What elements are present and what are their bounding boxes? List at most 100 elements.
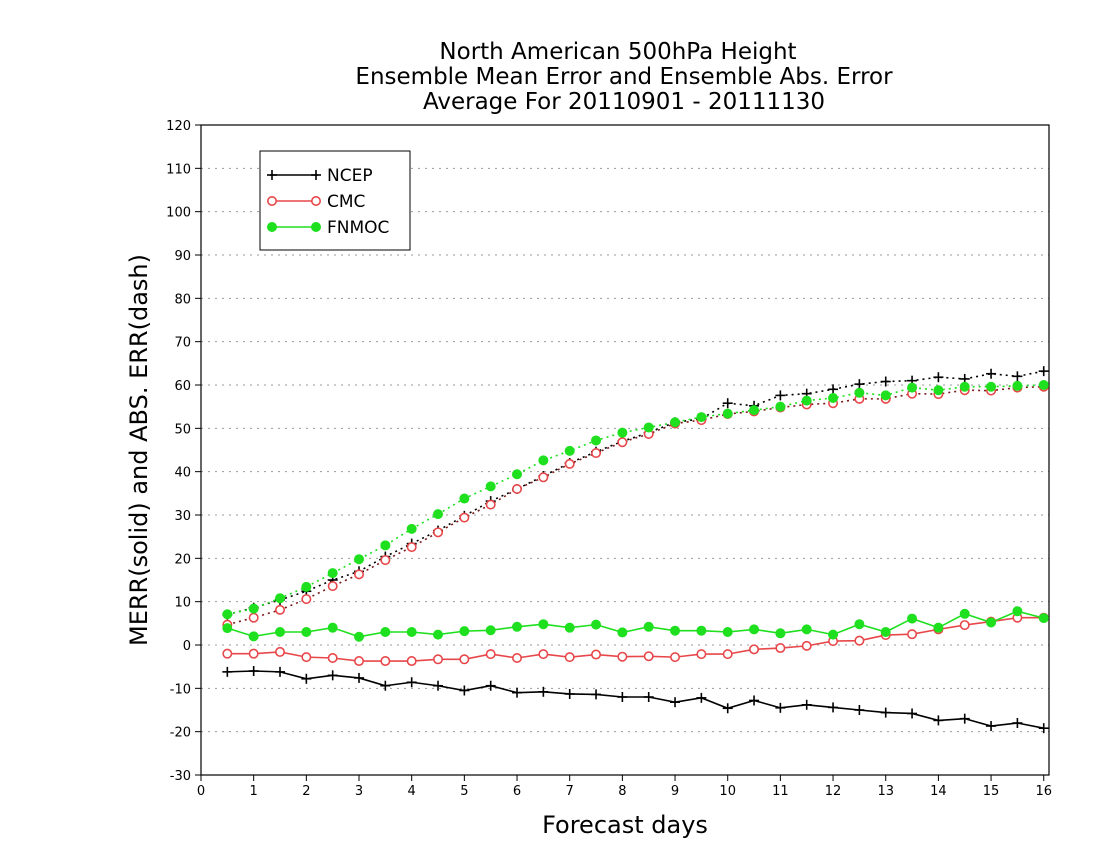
fnmoc-abs-err-point (248, 603, 259, 614)
cmc-merr-point (538, 649, 549, 660)
y-tick-label: -20 (170, 726, 191, 741)
cmc-merr-point (617, 651, 628, 662)
legend-item-fnmoc: FNMOC (266, 218, 389, 238)
chart-title-line-2: Ensemble Mean Error and Ensemble Abs. Er… (355, 64, 893, 90)
ncep-merr-point (564, 688, 575, 699)
ncep-abs-err-line (227, 370, 1044, 616)
chart-title-line-1: North American 500hPa Height (439, 39, 796, 65)
x-tick-label: 16 (1035, 784, 1052, 799)
ncep-merr-point (406, 677, 417, 688)
cmc-merr-point (459, 654, 470, 665)
cmc-merr-point (564, 652, 575, 663)
y-tick-label: 30 (174, 509, 191, 524)
fnmoc-merr-point (591, 619, 602, 630)
fnmoc-merr-point (1012, 606, 1023, 617)
cmc-abs-err-line (227, 385, 1044, 626)
x-tick-label: 2 (302, 784, 310, 799)
ncep-merr-point (301, 673, 312, 684)
cmc-merr-point (591, 649, 602, 660)
x-tick-label: 15 (983, 784, 1000, 799)
fnmoc-merr-point (1038, 613, 1049, 624)
legend-marker-right (311, 170, 321, 180)
fnmoc-abs-err-point (959, 381, 970, 392)
ncep-merr-point (854, 705, 865, 715)
cmc-abs-err-point (380, 555, 391, 566)
y-tick-label: 100 (166, 206, 191, 221)
legend-label: FNMOC (327, 218, 389, 238)
cmc-merr-point (433, 654, 444, 665)
fnmoc-merr-point (301, 627, 312, 638)
ncep-merr-point (643, 692, 654, 702)
grid-lines (201, 167, 1049, 733)
ncep-merr-point (775, 702, 786, 713)
fnmoc-merr-point (880, 627, 891, 638)
fnmoc-abs-err-point (670, 417, 681, 428)
legend-marker-right (310, 196, 321, 207)
cmc-merr-point (670, 652, 681, 663)
y-tick-label: 10 (174, 596, 191, 611)
fnmoc-abs-err-point (907, 382, 918, 393)
x-tick-label: 1 (250, 784, 258, 799)
cmc-merr-point (643, 651, 654, 662)
cmc-merr-point (512, 652, 523, 663)
cmc-abs-err-point (538, 472, 549, 483)
fnmoc-merr-point (354, 631, 365, 642)
x-tick-label: 8 (618, 784, 626, 799)
ncep-merr-line (227, 670, 1044, 729)
y-tick-label: 90 (174, 249, 191, 264)
series-layer (222, 366, 1049, 734)
ncep-abs-err-point (1012, 371, 1023, 382)
legend-label: NCEP (327, 166, 373, 186)
fnmoc-abs-err-point (222, 609, 233, 620)
y-tick-label: 110 (166, 162, 191, 177)
fnmoc-merr-point (696, 625, 707, 636)
ncep-merr-point (670, 697, 681, 708)
ncep-merr-point (354, 672, 365, 683)
fnmoc-merr-point (433, 629, 444, 640)
x-tick-label: 0 (197, 784, 205, 799)
fnmoc-abs-err-point (1012, 380, 1023, 391)
cmc-merr-point (275, 646, 286, 657)
ncep-abs-err-point (1038, 366, 1049, 377)
cmc-merr-line (227, 616, 1044, 662)
ncep-merr-point (512, 687, 523, 698)
cmc-merr-point (749, 644, 760, 655)
fnmoc-merr-point (801, 624, 812, 635)
cmc-merr-point (722, 649, 733, 660)
fnmoc-merr-point (327, 622, 338, 633)
fnmoc-abs-err-point (617, 427, 628, 438)
fnmoc-abs-err-point (591, 435, 602, 446)
cmc-merr-point (801, 640, 812, 651)
y-tick-label: 40 (174, 466, 191, 481)
x-tick-label: 11 (772, 784, 789, 799)
cmc-abs-err-point (248, 612, 259, 623)
ncep-merr-point (433, 680, 444, 691)
fnmoc-merr-point (222, 623, 233, 634)
ncep-merr-point (485, 680, 496, 691)
x-tick-label: 6 (513, 784, 521, 799)
legend-marker-left (266, 221, 277, 232)
legend-item-ncep: NCEP (267, 166, 373, 186)
cmc-merr-point (406, 656, 417, 667)
cmc-merr-point (485, 649, 496, 660)
x-tick-label: 13 (877, 784, 894, 799)
fnmoc-merr-point (854, 619, 865, 630)
chart-title: North American 500hPa Height Ensemble Me… (355, 39, 893, 115)
fnmoc-abs-err-point (380, 540, 391, 551)
fnmoc-abs-err-point (512, 469, 523, 480)
fnmoc-merr-point (986, 617, 997, 628)
ncep-abs-err-point (722, 398, 733, 409)
ncep-merr-point (327, 670, 338, 681)
fnmoc-merr-point (670, 625, 681, 636)
ncep-merr-point (617, 692, 628, 702)
fnmoc-merr-point (275, 627, 286, 638)
cmc-abs-err-point (354, 569, 365, 580)
fnmoc-merr-point (512, 621, 523, 632)
ncep-abs-err-point (854, 379, 865, 390)
cmc-abs-err-point (591, 448, 602, 459)
cmc-abs-err-point (301, 594, 312, 605)
fnmoc-merr-point (380, 627, 391, 638)
x-tick-label: 9 (671, 784, 679, 799)
ncep-abs-err-point (828, 384, 839, 395)
fnmoc-merr-point (959, 608, 970, 619)
